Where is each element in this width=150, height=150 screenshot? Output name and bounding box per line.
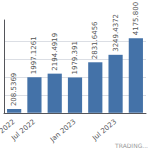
- svg-text:TRADING...: TRADING...: [114, 142, 148, 149]
- svg-text:Jan 2023: Jan 2023: [48, 118, 78, 145]
- svg-text:3249.4372: 3249.4372: [112, 14, 120, 52]
- svg-text:Jul 2023: Jul 2023: [90, 118, 118, 143]
- svg-text:4175.800: 4175.800: [132, 2, 140, 35]
- svg-text:208.5369: 208.5369: [10, 73, 18, 106]
- svg-text:Jul 2022: Jul 2022: [9, 118, 37, 143]
- svg-text:1979.391: 1979.391: [71, 41, 79, 74]
- svg-text:2831.6456: 2831.6456: [91, 21, 99, 59]
- svg-text:1997.1261: 1997.1261: [30, 36, 38, 74]
- svg-text:2194.4919: 2194.4919: [51, 33, 59, 71]
